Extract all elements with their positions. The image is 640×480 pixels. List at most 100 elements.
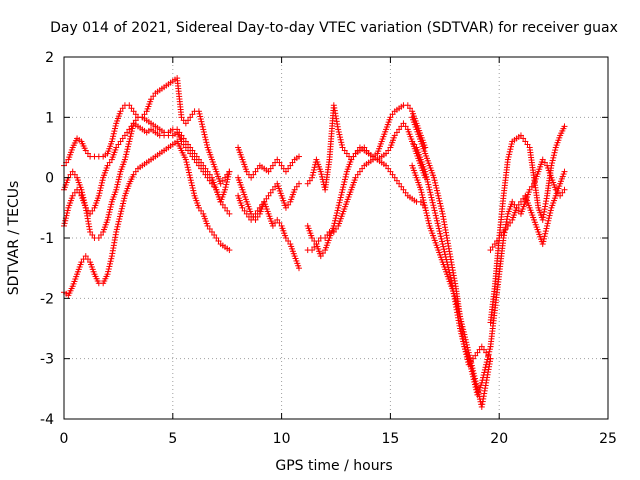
- data-point: [243, 168, 250, 175]
- data-point: [396, 180, 403, 187]
- data-point: [517, 132, 524, 139]
- data-point: [206, 225, 213, 232]
- data-point: [182, 156, 189, 163]
- data-point: [174, 126, 181, 133]
- data-point: [387, 114, 394, 121]
- data-point: [550, 154, 557, 161]
- data-point: [272, 183, 279, 190]
- data-point: [435, 195, 442, 202]
- data-point: [447, 272, 454, 279]
- data-point: [544, 220, 551, 227]
- data-point: [222, 204, 229, 211]
- data-point: [398, 183, 405, 190]
- data-point: [315, 238, 322, 245]
- data-point: [107, 203, 114, 210]
- data-point: [429, 197, 436, 204]
- data-point: [434, 190, 441, 197]
- data-point: [430, 202, 437, 209]
- data-point: [513, 204, 520, 211]
- data-point: [189, 111, 196, 118]
- data-point: [116, 216, 123, 223]
- data-point: [99, 177, 106, 184]
- data-point: [431, 177, 438, 184]
- data-point: [309, 235, 316, 241]
- data-point: [195, 108, 202, 115]
- data-point: [183, 159, 190, 166]
- data-point: [89, 231, 96, 238]
- data-point: [431, 207, 438, 214]
- data-point: [435, 192, 442, 199]
- data-point: [269, 162, 276, 169]
- data-point: [469, 371, 476, 378]
- data-point: [352, 150, 359, 157]
- data-point: [341, 178, 348, 185]
- data-point: [185, 141, 192, 148]
- data-point: [424, 178, 431, 185]
- data-point: [432, 210, 439, 217]
- x-axis-label: GPS time / hours: [275, 458, 392, 474]
- data-point: [202, 136, 209, 143]
- data-point: [126, 102, 133, 109]
- data-point: [547, 210, 554, 217]
- data-point: [419, 191, 426, 198]
- y-tick-label: -3: [40, 352, 54, 368]
- data-point: [335, 202, 342, 209]
- data-point: [203, 141, 210, 148]
- data-point: [248, 216, 255, 223]
- data-point: [184, 164, 191, 171]
- data-point: [437, 203, 444, 210]
- data-point: [224, 176, 231, 183]
- data-point: [185, 166, 192, 173]
- data-point: [561, 168, 568, 175]
- data-point: [128, 128, 135, 135]
- data-point: [190, 187, 197, 194]
- data-point: [465, 355, 472, 362]
- data-point: [545, 215, 552, 222]
- data-point: [444, 261, 451, 268]
- data-point: [359, 165, 366, 172]
- data-point: [69, 192, 76, 199]
- data-point: [434, 220, 441, 227]
- data-point: [195, 204, 202, 211]
- data-point: [425, 181, 432, 188]
- data-point: [515, 201, 522, 208]
- data-point: [335, 204, 342, 211]
- data-point: [337, 136, 344, 143]
- data-point: [107, 206, 114, 213]
- data-point: [200, 128, 207, 135]
- data-point: [419, 194, 426, 201]
- data-point: [114, 223, 121, 230]
- data-point: [111, 125, 118, 132]
- data-point: [62, 217, 69, 224]
- data-point: [107, 258, 114, 265]
- data-point: [432, 179, 439, 186]
- data-point: [434, 187, 441, 194]
- data-point: [466, 360, 473, 367]
- data-point: [117, 108, 124, 115]
- data-point: [354, 147, 361, 154]
- data-point: [411, 141, 418, 148]
- data-point: [96, 190, 103, 197]
- data-point: [296, 153, 303, 160]
- data-point: [182, 120, 189, 127]
- data-point: [198, 207, 205, 214]
- data-point: [189, 182, 196, 189]
- data-point: [318, 171, 325, 178]
- data-point: [64, 210, 71, 217]
- data-point: [425, 217, 432, 224]
- data-point: [498, 231, 505, 238]
- data-point: [82, 202, 89, 209]
- data-point: [322, 235, 329, 241]
- data-point: [470, 373, 477, 380]
- data-point: [278, 162, 285, 169]
- y-tick-label: -2: [40, 291, 54, 307]
- data-point: [420, 199, 427, 206]
- data-point: [199, 123, 206, 130]
- data-point: [422, 168, 429, 175]
- data-point: [474, 349, 481, 356]
- data-point: [443, 259, 450, 266]
- data-point: [550, 152, 557, 159]
- data-point: [219, 177, 226, 184]
- data-point: [187, 114, 194, 121]
- data-point: [122, 153, 129, 160]
